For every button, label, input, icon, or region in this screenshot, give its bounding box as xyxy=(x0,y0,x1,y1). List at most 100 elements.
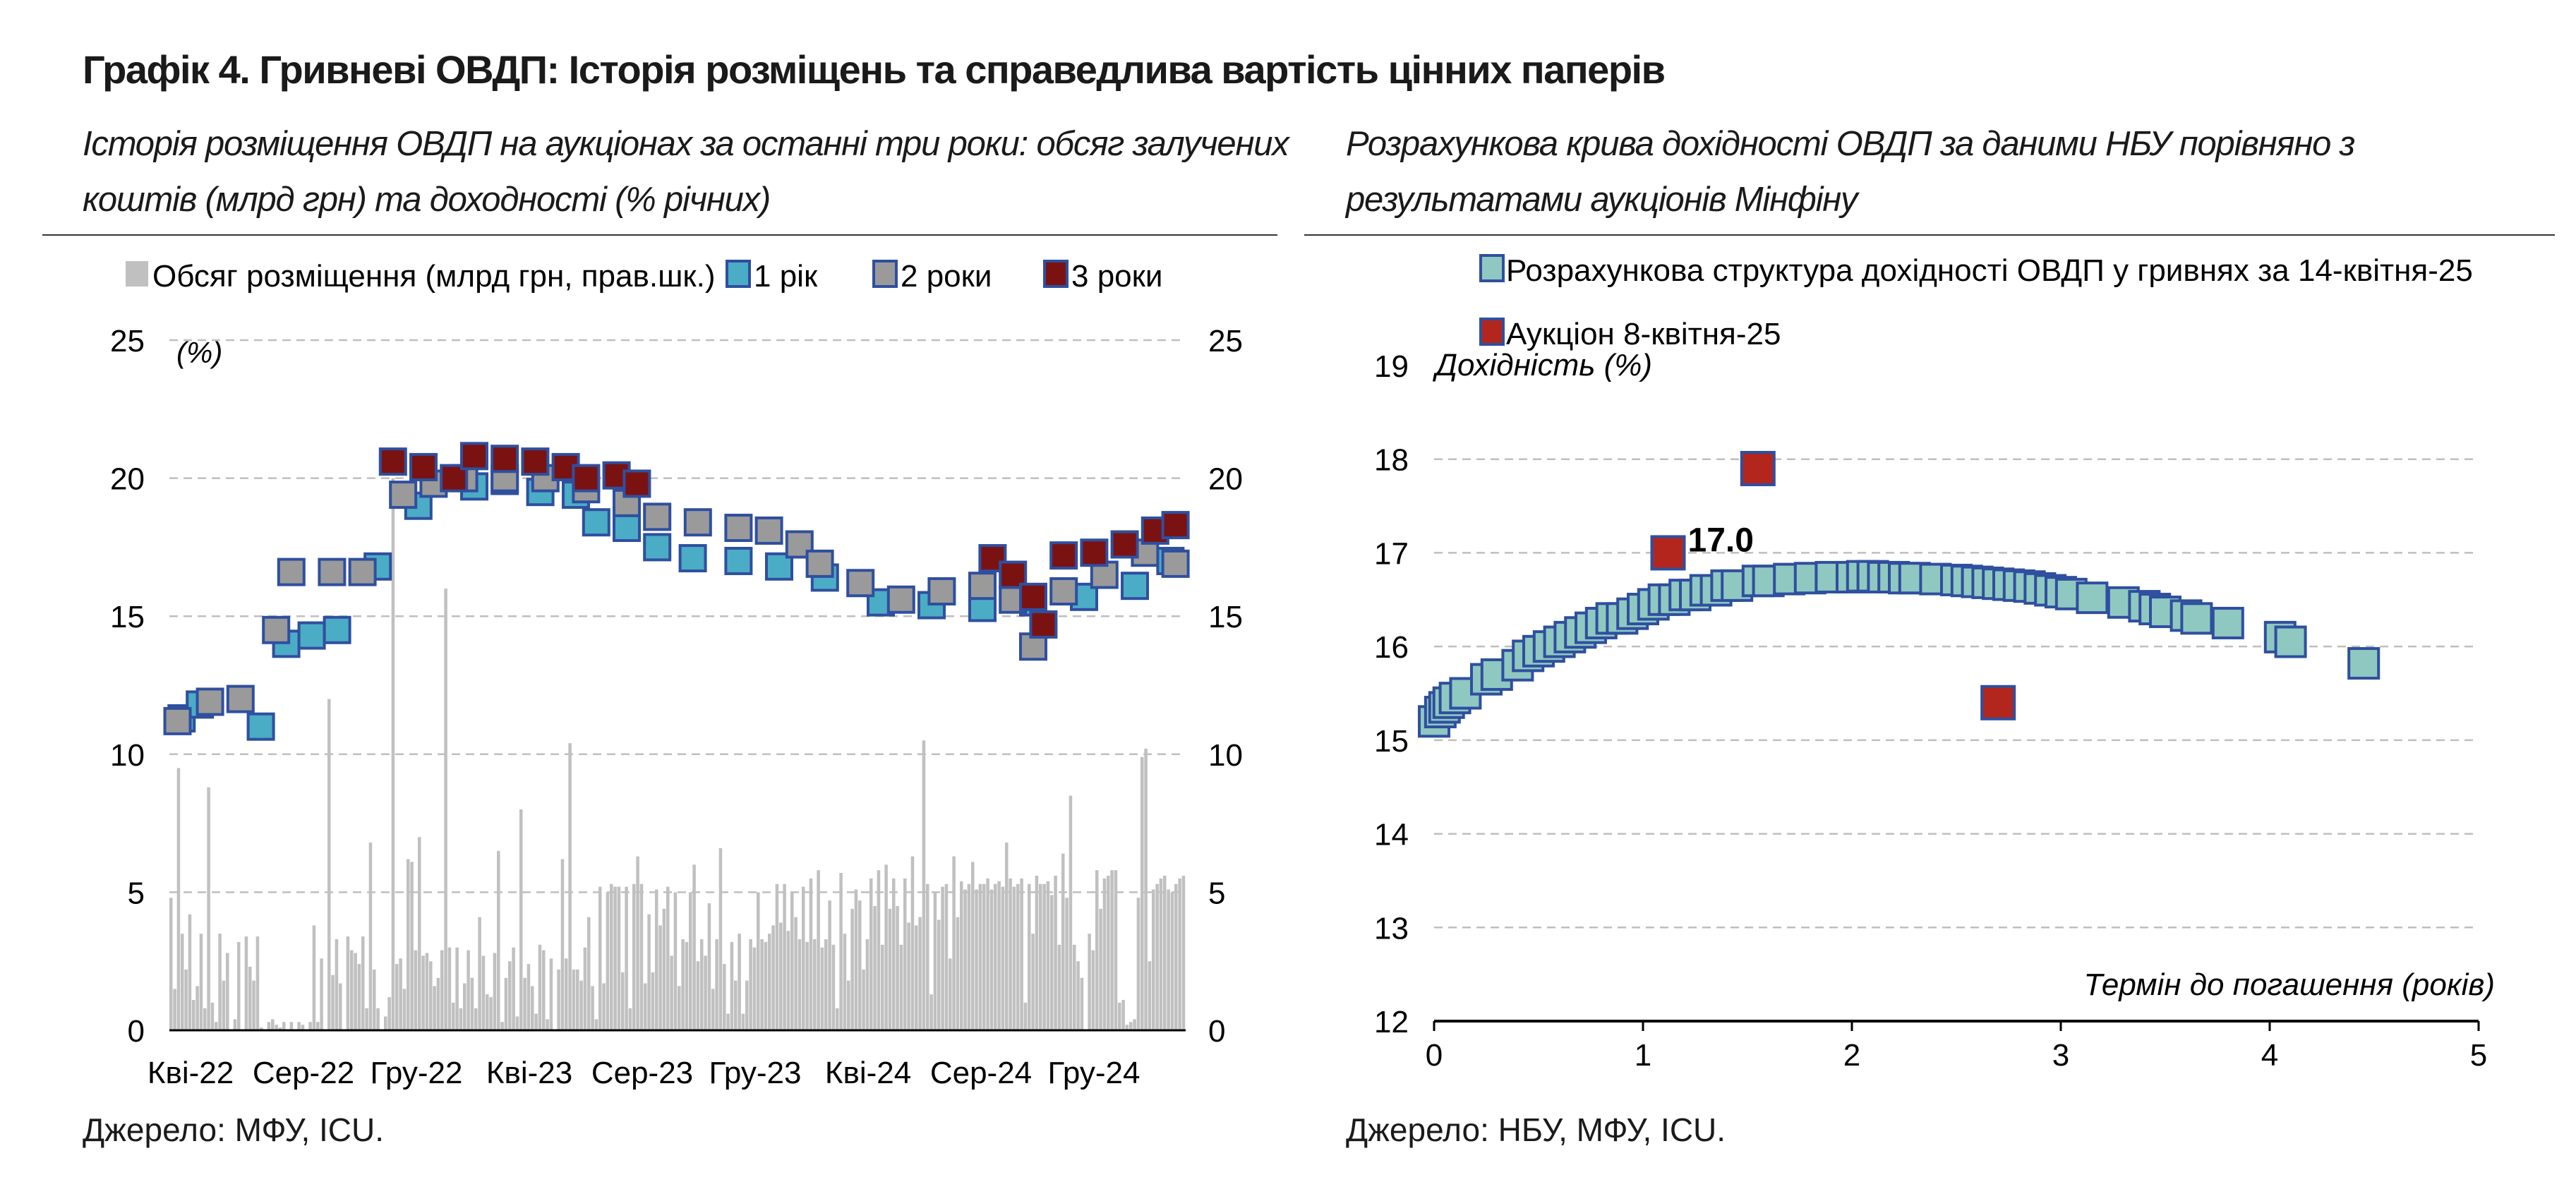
volume-bar xyxy=(1091,950,1095,1030)
volume-bar xyxy=(760,939,764,1030)
auction-marker xyxy=(1740,450,1776,486)
volume-bar xyxy=(602,983,606,1030)
left-x-tick-label: Сер-24 xyxy=(930,1056,1032,1090)
volume-bar xyxy=(738,934,741,1030)
volume-bar xyxy=(1121,999,1125,1030)
volume-bar xyxy=(1136,898,1140,1030)
volume-bar xyxy=(915,925,918,1030)
volume-bar xyxy=(1102,878,1107,1030)
right-x-tick-label: 0 xyxy=(1426,1038,1443,1073)
volume-bar xyxy=(218,934,222,1030)
auction-data-label: 17.0 xyxy=(1688,521,1754,559)
volume-bar xyxy=(673,892,678,1030)
volume-bar xyxy=(1163,875,1167,1030)
volume-bar xyxy=(813,939,817,1030)
legend-swatch xyxy=(1043,260,1069,288)
volume-bar xyxy=(632,884,636,1030)
volume-bar xyxy=(828,900,831,1030)
left-x-tick-label: Кві-22 xyxy=(148,1056,234,1090)
volume-bar xyxy=(500,1022,504,1030)
left-y-axis-unit: (%) xyxy=(176,336,222,369)
volume-bar xyxy=(598,886,602,1030)
volume-bar xyxy=(354,953,357,1030)
volume-bar xyxy=(926,884,929,1030)
volume-bar xyxy=(248,967,252,1030)
left-y-tick-label: 10 xyxy=(110,738,145,773)
volume-bar xyxy=(542,950,546,1030)
volume-bar xyxy=(538,944,542,1030)
volume-bar xyxy=(308,1022,312,1030)
legend-swatch xyxy=(126,261,148,287)
volume-bar xyxy=(809,878,813,1030)
volume-bar xyxy=(696,961,700,1030)
yield-1y-marker xyxy=(582,508,610,537)
volume-bar xyxy=(1107,875,1110,1030)
volume-bar xyxy=(410,862,414,1030)
volume-bar xyxy=(316,1022,320,1030)
left-y-tick-label: 0 xyxy=(128,1014,145,1049)
yield-3y-marker xyxy=(1161,511,1190,540)
volume-bar xyxy=(1118,1002,1121,1030)
volume-bar xyxy=(1042,884,1046,1030)
left-y-tick-label: 15 xyxy=(110,600,145,634)
right-chart-y-tick-label: 19 xyxy=(1374,349,1409,384)
yield-1y-marker xyxy=(613,514,641,543)
yield-3y-marker xyxy=(521,447,550,476)
left-y-tick-label: 25 xyxy=(110,324,145,358)
volume-bar xyxy=(1016,884,1020,1030)
volume-bar xyxy=(207,787,210,1030)
volume-bar xyxy=(1114,870,1118,1030)
left-y-tick-label: 20 xyxy=(110,462,145,497)
volume-bar xyxy=(971,862,975,1030)
volume-bar xyxy=(395,964,399,1030)
volume-bar xyxy=(233,1019,237,1030)
volume-bar xyxy=(1020,878,1023,1030)
right-x-tick-label: 1 xyxy=(1635,1038,1651,1073)
volume-bar xyxy=(255,936,260,1030)
volume-bar xyxy=(203,1008,207,1030)
right-x-tick-label: 5 xyxy=(2470,1038,2487,1073)
volume-bar xyxy=(963,889,967,1030)
volume-bar xyxy=(455,947,459,1030)
volume-bar xyxy=(745,980,749,1030)
volume-bar xyxy=(723,964,726,1030)
volume-bar xyxy=(678,986,681,1030)
volume-bar xyxy=(1009,878,1012,1030)
volume-bar xyxy=(647,914,651,1030)
legend-label: 2 роки xyxy=(901,259,992,294)
right-y-tick-label: 25 xyxy=(1208,324,1243,358)
volume-bar xyxy=(1095,870,1099,1030)
volume-bar xyxy=(452,1002,455,1030)
volume-bar xyxy=(681,939,685,1030)
volume-bar xyxy=(515,1016,519,1030)
volume-bar xyxy=(734,980,738,1030)
volume-bar xyxy=(429,961,433,1030)
legend-swatch xyxy=(726,260,751,288)
volume-bar xyxy=(1144,748,1148,1030)
volume-bar xyxy=(459,1008,463,1030)
volume-bar xyxy=(489,997,493,1030)
volume-bar xyxy=(327,699,331,1030)
volume-bar xyxy=(591,986,594,1030)
right-x-tick-label: 3 xyxy=(2052,1038,2069,1073)
volume-bar xyxy=(771,925,775,1030)
volume-bar xyxy=(922,740,926,1030)
volume-bar xyxy=(741,1013,745,1030)
volume-bar xyxy=(718,848,723,1030)
volume-bar xyxy=(350,950,354,1030)
volume-bar xyxy=(188,914,192,1030)
yield-1y-marker xyxy=(246,712,275,741)
volume-bar xyxy=(357,964,361,1030)
volume-bar xyxy=(335,939,339,1030)
legend-label: 3 роки xyxy=(1071,259,1162,294)
volume-bar xyxy=(1065,898,1069,1030)
volume-bar xyxy=(418,837,421,1030)
right-x-tick-label: 2 xyxy=(1843,1038,1860,1073)
volume-bar xyxy=(399,958,402,1030)
volume-bar xyxy=(704,955,707,1030)
volume-bar xyxy=(237,941,241,1030)
volume-bar xyxy=(297,1022,301,1030)
volume-bar xyxy=(839,873,843,1030)
right-y-tick-label: 0 xyxy=(1208,1014,1225,1049)
